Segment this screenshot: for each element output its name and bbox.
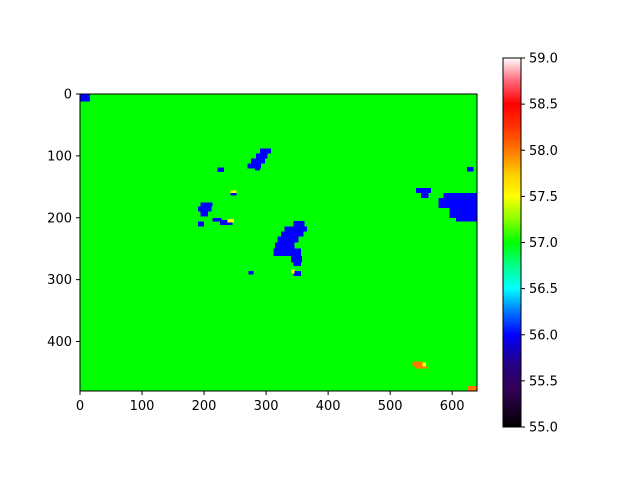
y-tick-label: 200 — [47, 211, 72, 226]
heatmap-region-15 — [422, 362, 427, 367]
y-axis: 0 100 200 300 400 — [47, 88, 80, 350]
colorbar-tick-label: 55.5 — [529, 374, 558, 389]
heatmap-cell — [455, 217, 477, 222]
heatmap-region-14 — [412, 361, 428, 369]
heatmap-cell — [284, 226, 308, 232]
heatmap-region-10 — [248, 270, 254, 275]
colorbar: 55.0 55.5 56.0 56.5 57.0 57.5 58.0 58.5 59.0 — [502, 52, 558, 436]
heatmap-cell — [200, 202, 213, 207]
heatmap-cell — [290, 269, 295, 274]
heatmap-region-11 — [416, 188, 432, 198]
heatmap-cell — [251, 158, 265, 164]
heatmap-cell — [290, 256, 303, 263]
x-tick-label: 0 — [76, 399, 84, 414]
heatmap-cell — [414, 366, 428, 369]
heatmap-cell — [277, 236, 299, 243]
heatmap-cell — [197, 221, 205, 227]
y-tick-label: 0 — [64, 88, 72, 103]
heatmap-cell — [230, 190, 237, 193]
heatmap-cell — [421, 193, 429, 198]
y-tick-label: 400 — [47, 335, 72, 350]
heatmap-region-5 — [227, 218, 234, 223]
plot-frame — [79, 93, 478, 392]
heatmap-cell — [293, 270, 301, 276]
heatmap-cell — [247, 163, 262, 169]
heatmap-image — [80, 94, 477, 391]
heatmap-cell — [248, 270, 254, 275]
colorbar-tick-label: 56.0 — [529, 328, 558, 343]
heatmap-cell — [259, 148, 272, 154]
heatmap-cell — [293, 262, 301, 267]
heatmap-cell — [254, 168, 260, 171]
x-tick-label: 200 — [192, 399, 217, 414]
x-tick-label: 400 — [316, 399, 341, 414]
heatmap-cell — [467, 167, 474, 172]
heatmap-cell — [200, 211, 208, 217]
colorbar-tick-label: 58.5 — [529, 98, 558, 113]
y-tick-label: 300 — [47, 273, 72, 288]
heatmap-cell — [256, 153, 268, 159]
colorbar-tick-label: 58.0 — [529, 144, 558, 159]
heatmap-cell — [438, 197, 477, 208]
colorbar-ticks: 55.0 55.5 56.0 56.5 57.0 57.5 58.0 58.5 59.0 — [521, 52, 558, 436]
x-tick-label: 500 — [378, 399, 403, 414]
heatmap-cell — [273, 248, 301, 257]
heatmap-cell — [293, 220, 305, 227]
colorbar-gradient — [502, 57, 522, 428]
colorbar-tick-label: 57.5 — [529, 190, 558, 205]
heatmap-cell — [230, 193, 237, 196]
heatmap-cell — [443, 193, 477, 198]
heatmap-region-0 — [80, 94, 90, 102]
colorbar-tick-label: 56.5 — [529, 282, 558, 297]
heatmap-cell — [449, 207, 477, 218]
heatmap-region-8 — [273, 220, 308, 276]
heatmap-region-13 — [467, 167, 474, 172]
heatmap-region-1 — [247, 148, 272, 171]
x-tick-label: 300 — [254, 399, 279, 414]
heatmap-region-16 — [467, 386, 477, 391]
heatmap-cell — [422, 362, 427, 367]
colorbar-tick-label: 57.0 — [529, 236, 558, 251]
x-axis: 0 100 200 300 400 500 600 — [76, 391, 465, 414]
heatmap-cell — [220, 220, 233, 226]
heatmap-cell — [280, 231, 304, 237]
heatmap-cell — [416, 188, 432, 193]
heatmap-region-12 — [438, 193, 477, 222]
heatmap-region-2 — [217, 167, 224, 172]
heatmap-region-6 — [230, 190, 237, 193]
heatmap-region-7 — [230, 193, 237, 196]
heatmap-region-9 — [290, 269, 295, 274]
x-tick-label: 600 — [440, 399, 465, 414]
y-tick-label: 100 — [47, 149, 72, 164]
heatmap-cell — [412, 361, 423, 367]
heatmap-region-3 — [197, 202, 213, 227]
heatmap-cell — [274, 242, 295, 249]
x-tick-label: 100 — [130, 399, 155, 414]
heatmap-cell — [467, 386, 477, 391]
heatmap-cell — [217, 167, 224, 172]
colorbar-tick-label: 55.0 — [529, 421, 558, 436]
heatmap-cell — [212, 217, 222, 222]
colorbar-tick-label: 59.0 — [529, 52, 558, 67]
heatmap-cell — [197, 206, 212, 212]
heatmap-cell — [227, 218, 234, 223]
heatmap-cell — [80, 94, 90, 102]
heatmap-region-4 — [212, 217, 233, 226]
